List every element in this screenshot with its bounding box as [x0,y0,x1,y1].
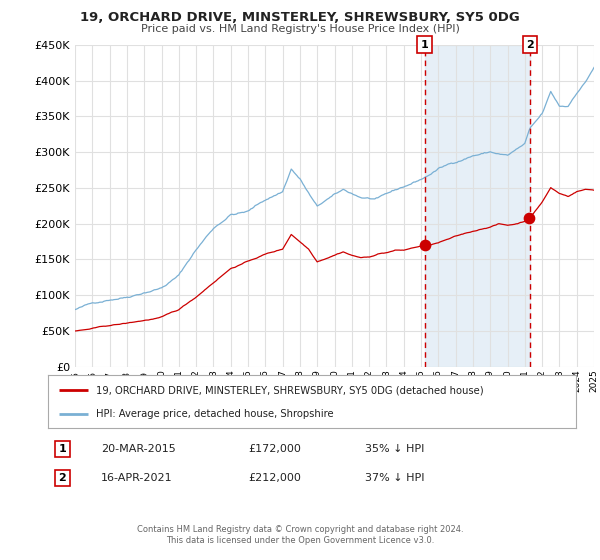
Text: 37% ↓ HPI: 37% ↓ HPI [365,473,424,483]
Text: 1: 1 [59,444,67,454]
Text: 35% ↓ HPI: 35% ↓ HPI [365,444,424,454]
Text: 19, ORCHARD DRIVE, MINSTERLEY, SHREWSBURY, SY5 0DG (detached house): 19, ORCHARD DRIVE, MINSTERLEY, SHREWSBUR… [95,385,483,395]
Text: 2: 2 [59,473,67,483]
Point [524,213,534,222]
Point [421,240,430,249]
Text: 2: 2 [526,40,533,50]
Text: Price paid vs. HM Land Registry's House Price Index (HPI): Price paid vs. HM Land Registry's House … [140,24,460,34]
Text: 20-MAR-2015: 20-MAR-2015 [101,444,176,454]
Text: Contains HM Land Registry data © Crown copyright and database right 2024.: Contains HM Land Registry data © Crown c… [137,525,463,534]
Text: £212,000: £212,000 [248,473,302,483]
Text: 16-APR-2021: 16-APR-2021 [101,473,172,483]
Text: This data is licensed under the Open Government Licence v3.0.: This data is licensed under the Open Gov… [166,536,434,545]
Text: 1: 1 [421,40,428,50]
Text: 19, ORCHARD DRIVE, MINSTERLEY, SHREWSBURY, SY5 0DG: 19, ORCHARD DRIVE, MINSTERLEY, SHREWSBUR… [80,11,520,24]
Bar [425,45,530,367]
Text: HPI: Average price, detached house, Shropshire: HPI: Average price, detached house, Shro… [95,408,333,418]
Text: £172,000: £172,000 [248,444,302,454]
